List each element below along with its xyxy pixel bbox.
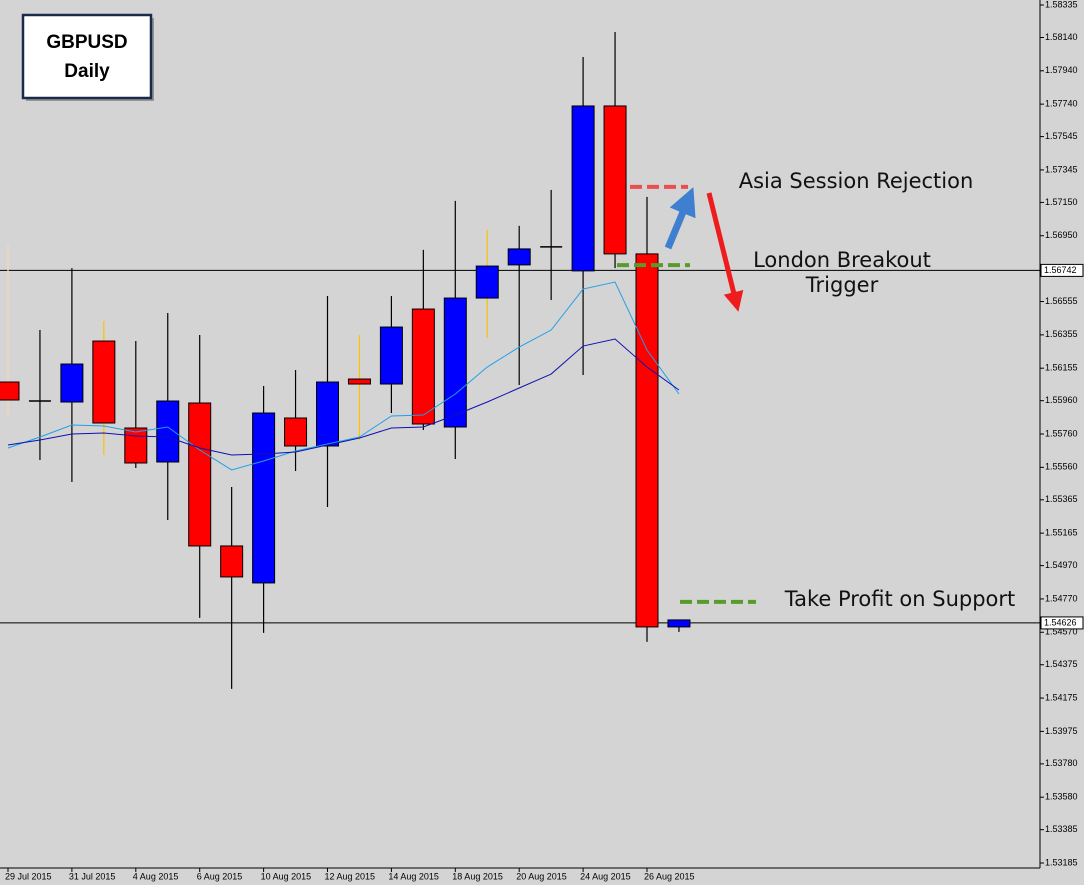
x-tick-label: 4 Aug 2015 <box>133 871 179 881</box>
candle-body <box>443 297 467 428</box>
y-tick-label: 1.54970 <box>1045 560 1078 570</box>
y-tick-label: 1.55165 <box>1045 528 1078 538</box>
candle-body <box>507 248 531 266</box>
candle-body <box>667 619 691 628</box>
arrow-up <box>664 187 696 250</box>
annotation: Trigger <box>805 273 879 297</box>
y-tick-label: 1.54375 <box>1045 659 1078 669</box>
y-tick-label: 1.53385 <box>1045 824 1078 834</box>
moving-average <box>7 338 680 456</box>
y-tick-label: 1.56155 <box>1045 363 1078 373</box>
candle-body <box>220 545 244 578</box>
x-tick-label: 10 Aug 2015 <box>261 871 312 881</box>
candle-body <box>60 363 84 403</box>
annotation: London Breakout <box>753 248 931 272</box>
y-tick-label: 1.54770 <box>1045 593 1078 603</box>
candle-body <box>347 378 371 385</box>
y-tick-label: 1.53185 <box>1045 857 1078 867</box>
candle-body <box>379 326 403 385</box>
candle-body <box>252 412 276 584</box>
candle-body <box>635 253 659 628</box>
candle-body <box>156 400 180 463</box>
y-tick-label: 1.55760 <box>1045 428 1078 438</box>
y-tick-label: 1.56950 <box>1045 230 1078 240</box>
candle-body <box>124 427 148 464</box>
title-line: Daily <box>64 61 110 82</box>
y-tick-label: 1.57150 <box>1045 197 1078 207</box>
y-tick-label: 1.58335 <box>1045 0 1078 9</box>
x-tick-label: 12 Aug 2015 <box>325 871 376 881</box>
x-tick-label: 6 Aug 2015 <box>197 871 243 881</box>
title-line: GBPUSD <box>46 32 127 53</box>
y-tick-label: 1.57345 <box>1045 164 1078 174</box>
candle-body <box>603 105 627 255</box>
y-tick-label: 1.54175 <box>1045 692 1078 702</box>
y-tick-label: 1.58140 <box>1045 32 1078 42</box>
x-tick-label: 24 Aug 2015 <box>580 871 631 881</box>
candle-body <box>411 308 435 425</box>
annotation: Asia Session Rejection <box>739 169 974 193</box>
x-tick-label: 29 Jul 2015 <box>5 871 52 881</box>
candle-body <box>316 381 339 447</box>
arrow-down <box>706 192 744 312</box>
y-tick-label: 1.53580 <box>1045 792 1078 802</box>
title-box <box>21 13 153 100</box>
candle-body <box>92 340 116 424</box>
x-tick-label: 14 Aug 2015 <box>388 871 439 881</box>
y-tick-label: 1.55960 <box>1045 395 1078 405</box>
candle-body <box>188 402 212 547</box>
x-tick-label: 20 Aug 2015 <box>516 871 567 881</box>
candle-body <box>475 265 499 299</box>
y-tick-label: 1.53975 <box>1045 726 1078 736</box>
price-label-box <box>1040 263 1084 277</box>
y-tick-label: 1.55365 <box>1045 494 1078 504</box>
y-tick-label: 1.56555 <box>1045 296 1078 306</box>
candle-body <box>284 417 308 447</box>
y-tick-label: 1.57940 <box>1045 65 1078 75</box>
y-tick-label: 1.55560 <box>1045 462 1078 472</box>
y-tick-label: 1.54570 <box>1045 627 1078 637</box>
price-label: 1.54626 <box>1044 617 1077 627</box>
annotation: Take Profit on Support <box>784 587 1016 611</box>
moving-average <box>7 281 680 471</box>
y-tick-label: 1.53780 <box>1045 758 1078 768</box>
y-tick-label: 1.57740 <box>1045 99 1078 109</box>
price-label: 1.56742 <box>1044 265 1077 275</box>
x-tick-label: 26 Aug 2015 <box>644 871 695 881</box>
y-tick-label: 1.56355 <box>1045 329 1078 339</box>
x-tick-label: 31 Jul 2015 <box>69 871 116 881</box>
price-label-box <box>1040 616 1084 630</box>
candle-body <box>0 381 20 401</box>
candle-body <box>571 105 595 272</box>
y-tick-label: 1.57545 <box>1045 131 1078 141</box>
x-tick-label: 18 Aug 2015 <box>452 871 503 881</box>
